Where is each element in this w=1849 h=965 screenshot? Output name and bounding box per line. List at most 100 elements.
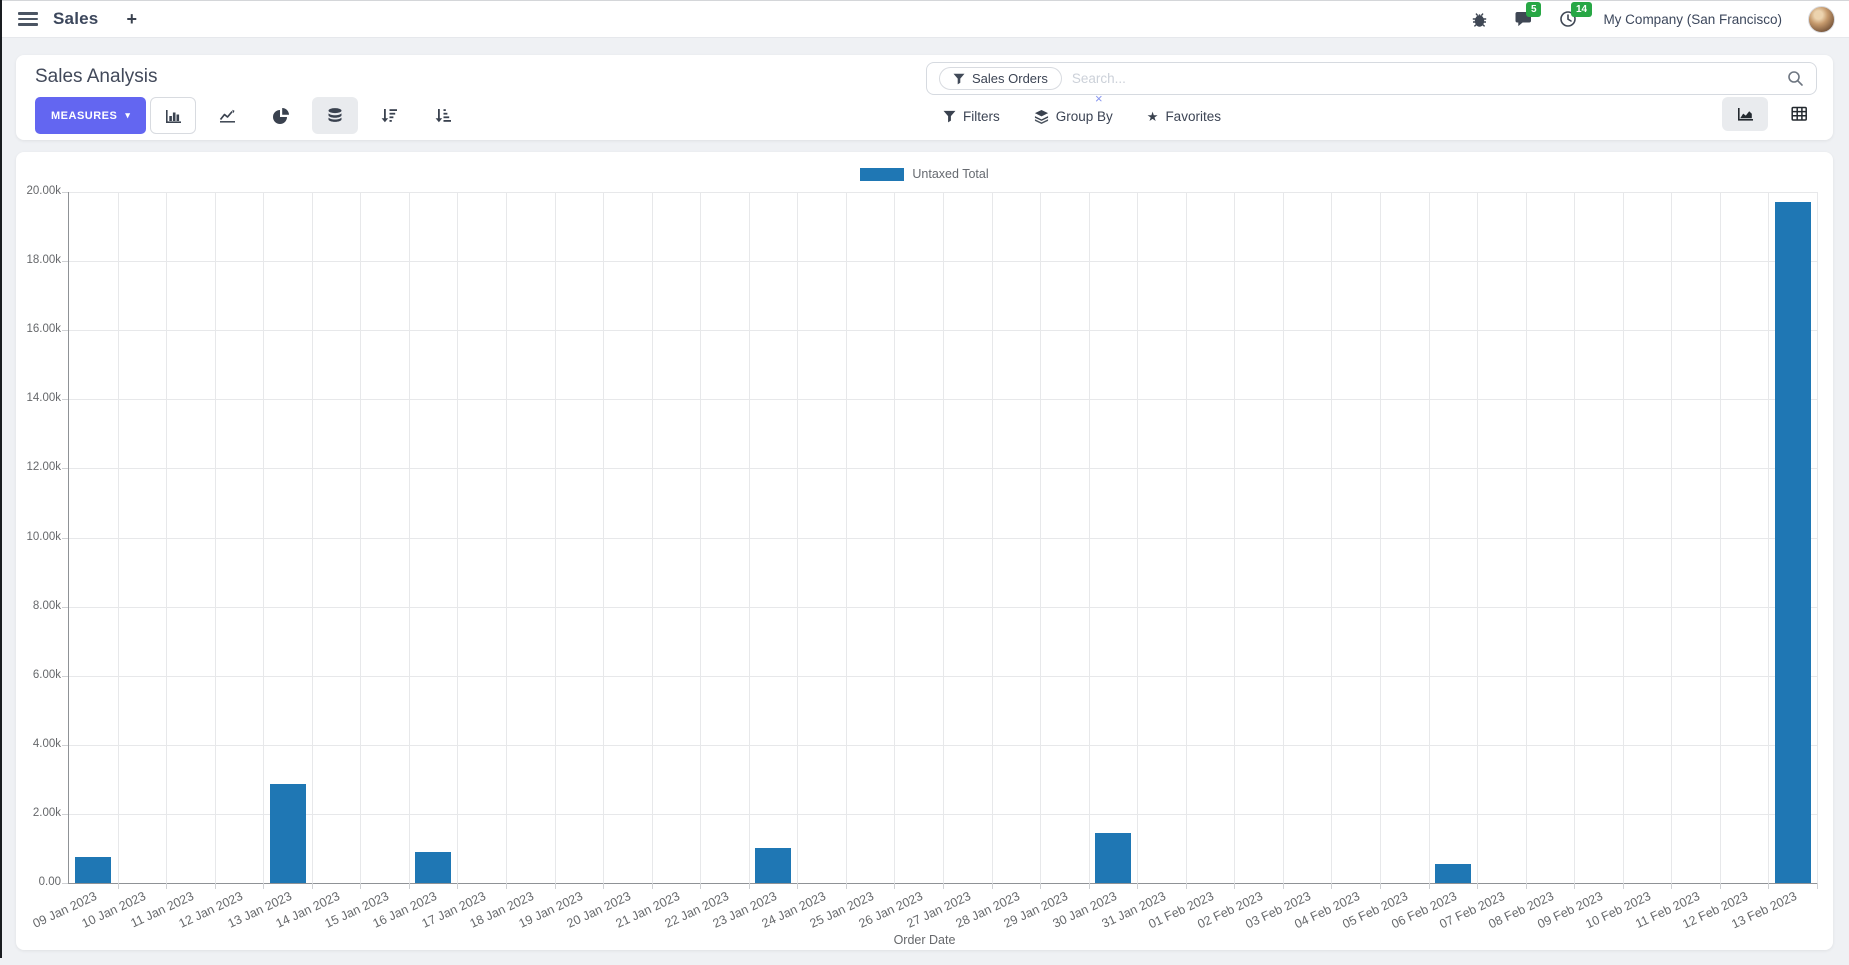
x-tick-mark: [360, 883, 361, 889]
sort-descending-button[interactable]: [366, 97, 412, 134]
stacked-toggle-button[interactable]: [312, 97, 358, 134]
company-switcher[interactable]: My Company (San Francisco): [1603, 11, 1782, 27]
search-icon[interactable]: [1787, 70, 1804, 87]
x-tick-mark: [312, 883, 313, 889]
facet-label: Sales Orders: [972, 71, 1048, 86]
search-input[interactable]: [1071, 71, 1777, 86]
chart-legend[interactable]: Untaxed Total: [16, 166, 1833, 182]
pivot-view-button[interactable]: [1776, 97, 1822, 131]
sort-amount-asc-icon: [434, 107, 452, 124]
app-name-menu[interactable]: Sales: [53, 9, 99, 28]
x-tick-mark: [118, 883, 119, 889]
x-tick-mark: [1283, 883, 1284, 889]
bar-chart-button[interactable]: [150, 97, 196, 134]
x-gridline: [166, 192, 167, 883]
sort-ascending-button[interactable]: [420, 97, 466, 134]
activities-clock-icon[interactable]: 14: [1559, 2, 1592, 28]
chevron-down-icon: ▾: [125, 110, 131, 120]
x-tick-mark: [846, 883, 847, 889]
y-tick-mark: [62, 330, 68, 332]
x-gridline: [1526, 192, 1527, 883]
chart-bar[interactable]: [755, 848, 792, 883]
y-tick-mark: [62, 883, 68, 884]
y-tick-mark: [62, 468, 68, 470]
x-gridline: [1768, 192, 1769, 883]
x-gridline: [1720, 192, 1721, 883]
chart-bar[interactable]: [1774, 202, 1811, 883]
graph-view-button[interactable]: [1722, 97, 1768, 131]
measures-button[interactable]: MEASURES ▾: [35, 97, 147, 134]
chart-type-switcher: [150, 97, 466, 134]
y-tick-mark: [62, 675, 68, 677]
search-facet-sales-orders[interactable]: Sales Orders: [939, 67, 1062, 90]
x-gridline: [263, 192, 264, 883]
y-tick-mark: [62, 261, 68, 263]
apps-menu-icon[interactable]: [18, 12, 38, 26]
pivot-table-icon: [1790, 105, 1809, 123]
x-tick-mark: [700, 883, 701, 889]
x-gridline: [1137, 192, 1138, 883]
x-gridline: [1574, 192, 1575, 883]
x-gridline: [1234, 192, 1235, 883]
x-tick-mark: [506, 883, 507, 889]
pie-chart-button[interactable]: [258, 97, 304, 134]
database-stack-icon: [326, 107, 344, 124]
window-edge: [0, 0, 2, 958]
new-tab-button[interactable]: +: [126, 8, 137, 29]
line-chart-icon: [218, 107, 237, 125]
x-gridline: [360, 192, 361, 883]
debug-bug-icon[interactable]: [1471, 11, 1488, 28]
page-title: Sales Analysis: [35, 66, 158, 87]
x-tick-mark: [409, 883, 410, 889]
x-tick-mark: [263, 883, 264, 889]
filter-funnel-icon: [953, 73, 965, 85]
x-gridline: [1186, 192, 1187, 883]
filter-funnel-icon: [943, 110, 956, 123]
x-gridline: [118, 192, 119, 883]
x-tick-mark: [749, 883, 750, 889]
x-tick-mark: [1137, 883, 1138, 889]
chart-bar[interactable]: [415, 851, 452, 883]
chart-bar[interactable]: [269, 783, 306, 883]
x-gridline: [1671, 192, 1672, 883]
y-tick-mark: [62, 537, 68, 539]
chart-bar[interactable]: [75, 857, 112, 883]
x-tick-mark: [1186, 883, 1187, 889]
x-tick-mark: [652, 883, 653, 889]
x-tick-mark: [1720, 883, 1721, 889]
y-tick-mark: [62, 399, 68, 401]
filters-button[interactable]: Filters: [943, 103, 1000, 129]
y-tick-label: 18.00k: [26, 254, 61, 267]
sort-amount-desc-icon: [380, 107, 398, 124]
view-switcher: [1722, 97, 1822, 131]
favorites-button[interactable]: ★ Favorites: [1147, 103, 1221, 129]
x-gridline: [555, 192, 556, 883]
x-gridline: [1283, 192, 1284, 883]
x-gridline: [1380, 192, 1381, 883]
group-by-button[interactable]: Group By: [1034, 103, 1113, 129]
y-tick-mark: [62, 192, 68, 193]
x-gridline: [992, 192, 993, 883]
x-tick-mark: [1380, 883, 1381, 889]
chart-bar[interactable]: [1094, 832, 1131, 883]
line-chart-button[interactable]: [204, 97, 250, 134]
y-tick-label: 12.00k: [26, 461, 61, 474]
y-tick-label: 14.00k: [26, 392, 61, 405]
messages-icon[interactable]: 5: [1514, 2, 1541, 28]
x-tick-mark: [1477, 883, 1478, 889]
search-bar[interactable]: Sales Orders: [926, 62, 1817, 95]
x-tick-mark: [1671, 883, 1672, 889]
y-tick-label: 10.00k: [26, 530, 61, 543]
user-avatar[interactable]: [1808, 5, 1835, 33]
chart-bar[interactable]: [1434, 863, 1471, 883]
y-tick-label: 6.00k: [32, 668, 61, 681]
x-gridline: [1623, 192, 1624, 883]
messages-count-badge: 5: [1526, 2, 1541, 17]
pie-chart-icon: [272, 107, 290, 125]
facet-remove-icon[interactable]: ×: [1095, 91, 1103, 106]
x-gridline: [312, 192, 313, 883]
x-tick-mark: [943, 883, 944, 889]
activities-count-badge: 14: [1571, 2, 1592, 17]
x-gridline: [1817, 192, 1818, 883]
plot-area: 20.00k 18.00k 16.00k 14.00k 12.00k 10.00k 8.00…: [26, 185, 1818, 931]
